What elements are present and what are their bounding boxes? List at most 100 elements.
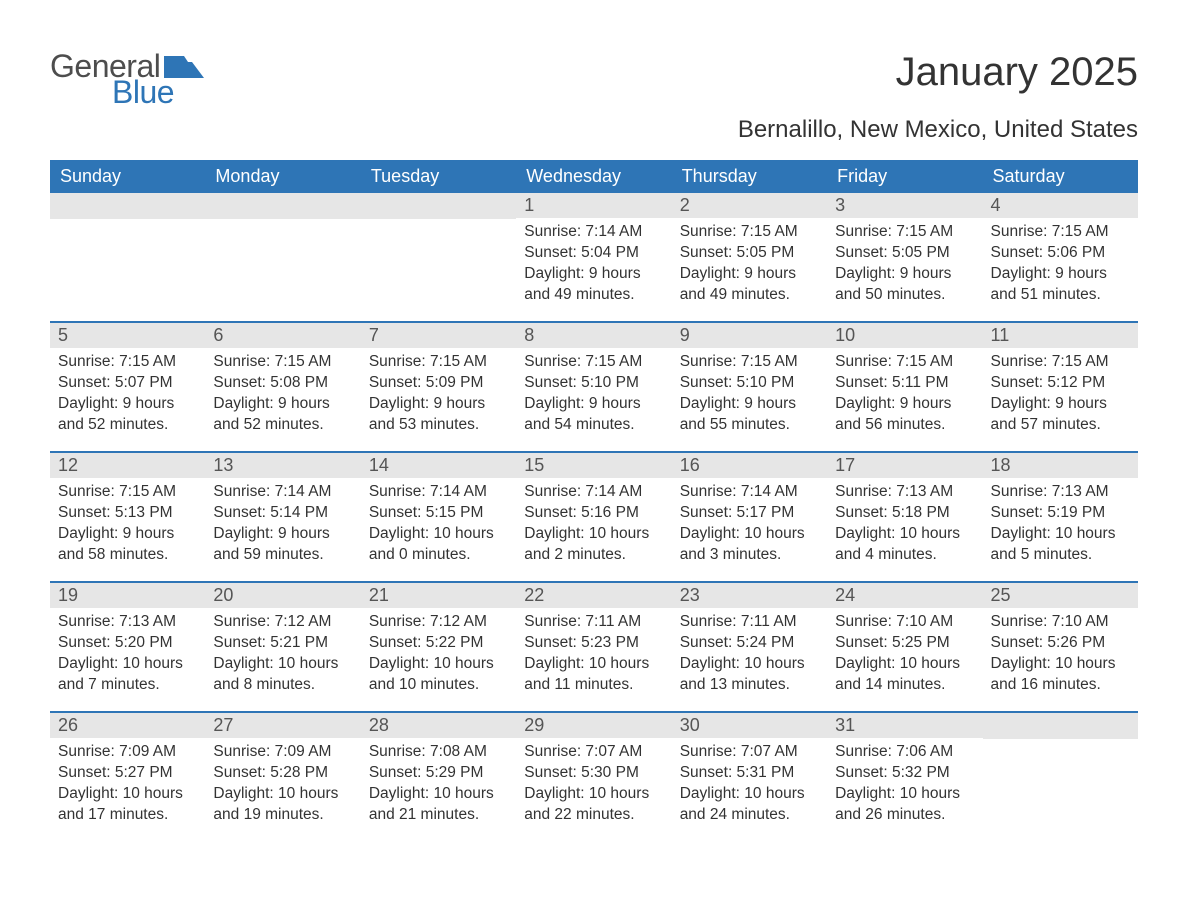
weekday-header-row: SundayMondayTuesdayWednesdayThursdayFrid… (50, 160, 1138, 193)
day-number: 7 (361, 323, 516, 348)
day-cell: 19Sunrise: 7:13 AMSunset: 5:20 PMDayligh… (50, 583, 205, 711)
day-details: Sunrise: 7:10 AMSunset: 5:25 PMDaylight:… (827, 608, 982, 706)
day-number: 19 (50, 583, 205, 608)
sunset-text: Sunset: 5:30 PM (524, 763, 663, 784)
logo-text-blue: Blue (112, 76, 204, 108)
sunrise-text: Sunrise: 7:15 AM (991, 222, 1130, 243)
day-number: 31 (827, 713, 982, 738)
day-number: 12 (50, 453, 205, 478)
sunset-text: Sunset: 5:23 PM (524, 633, 663, 654)
day-number: 24 (827, 583, 982, 608)
day-details: Sunrise: 7:14 AMSunset: 5:15 PMDaylight:… (361, 478, 516, 576)
sunset-text: Sunset: 5:19 PM (991, 503, 1130, 524)
sunset-text: Sunset: 5:32 PM (835, 763, 974, 784)
day-details: Sunrise: 7:08 AMSunset: 5:29 PMDaylight:… (361, 738, 516, 836)
day-number (361, 193, 516, 219)
week-row: 5Sunrise: 7:15 AMSunset: 5:07 PMDaylight… (50, 321, 1138, 451)
sunset-text: Sunset: 5:11 PM (835, 373, 974, 394)
day-details: Sunrise: 7:13 AMSunset: 5:19 PMDaylight:… (983, 478, 1138, 576)
daylight-text: Daylight: 10 hours and 8 minutes. (213, 654, 352, 696)
daylight-text: Daylight: 10 hours and 19 minutes. (213, 784, 352, 826)
day-cell (983, 713, 1138, 841)
day-details: Sunrise: 7:12 AMSunset: 5:21 PMDaylight:… (205, 608, 360, 706)
day-details: Sunrise: 7:15 AMSunset: 5:11 PMDaylight:… (827, 348, 982, 446)
day-cell: 24Sunrise: 7:10 AMSunset: 5:25 PMDayligh… (827, 583, 982, 711)
sunset-text: Sunset: 5:15 PM (369, 503, 508, 524)
location-subtitle: Bernalillo, New Mexico, United States (50, 116, 1138, 144)
sunrise-text: Sunrise: 7:06 AM (835, 742, 974, 763)
sunset-text: Sunset: 5:10 PM (524, 373, 663, 394)
week-row: 12Sunrise: 7:15 AMSunset: 5:13 PMDayligh… (50, 451, 1138, 581)
daylight-text: Daylight: 9 hours and 52 minutes. (213, 394, 352, 436)
day-cell: 21Sunrise: 7:12 AMSunset: 5:22 PMDayligh… (361, 583, 516, 711)
sunrise-text: Sunrise: 7:15 AM (369, 352, 508, 373)
sunset-text: Sunset: 5:13 PM (58, 503, 197, 524)
daylight-text: Daylight: 10 hours and 5 minutes. (991, 524, 1130, 566)
weekday-header: Tuesday (361, 160, 516, 193)
sunrise-text: Sunrise: 7:12 AM (213, 612, 352, 633)
sunrise-text: Sunrise: 7:15 AM (58, 352, 197, 373)
sunset-text: Sunset: 5:07 PM (58, 373, 197, 394)
day-number: 21 (361, 583, 516, 608)
day-cell: 5 Sunrise: 7:15 AMSunset: 5:07 PMDaylight… (50, 323, 205, 451)
sunset-text: Sunset: 5:05 PM (835, 243, 974, 264)
day-cell: 13Sunrise: 7:14 AMSunset: 5:14 PMDayligh… (205, 453, 360, 581)
day-number: 5 (50, 323, 205, 348)
day-number: 28 (361, 713, 516, 738)
weekday-header: Saturday (983, 160, 1138, 193)
daylight-text: Daylight: 9 hours and 49 minutes. (524, 264, 663, 306)
day-cell: 9Sunrise: 7:15 AMSunset: 5:10 PMDaylight… (672, 323, 827, 451)
day-number: 9 (672, 323, 827, 348)
day-details: Sunrise: 7:12 AMSunset: 5:22 PMDaylight:… (361, 608, 516, 706)
weekday-header: Sunday (50, 160, 205, 193)
sunrise-text: Sunrise: 7:09 AM (58, 742, 197, 763)
sunrise-text: Sunrise: 7:14 AM (213, 482, 352, 503)
sunset-text: Sunset: 5:26 PM (991, 633, 1130, 654)
sunset-text: Sunset: 5:17 PM (680, 503, 819, 524)
day-cell: 20Sunrise: 7:12 AMSunset: 5:21 PMDayligh… (205, 583, 360, 711)
day-details: Sunrise: 7:06 AMSunset: 5:32 PMDaylight:… (827, 738, 982, 836)
day-cell: 27Sunrise: 7:09 AMSunset: 5:28 PMDayligh… (205, 713, 360, 841)
day-cell: 8Sunrise: 7:15 AMSunset: 5:10 PMDaylight… (516, 323, 671, 451)
sunrise-text: Sunrise: 7:15 AM (213, 352, 352, 373)
day-number: 15 (516, 453, 671, 478)
sunrise-text: Sunrise: 7:13 AM (58, 612, 197, 633)
page-title: January 2025 (896, 50, 1138, 95)
day-number: 3 (827, 193, 982, 218)
daylight-text: Daylight: 9 hours and 58 minutes. (58, 524, 197, 566)
sunset-text: Sunset: 5:28 PM (213, 763, 352, 784)
daylight-text: Daylight: 10 hours and 10 minutes. (369, 654, 508, 696)
day-cell: 12Sunrise: 7:15 AMSunset: 5:13 PMDayligh… (50, 453, 205, 581)
sunrise-text: Sunrise: 7:13 AM (835, 482, 974, 503)
day-details: Sunrise: 7:15 AMSunset: 5:05 PMDaylight:… (827, 218, 982, 316)
daylight-text: Daylight: 10 hours and 22 minutes. (524, 784, 663, 826)
day-details: Sunrise: 7:11 AMSunset: 5:23 PMDaylight:… (516, 608, 671, 706)
day-details: Sunrise: 7:07 AMSunset: 5:30 PMDaylight:… (516, 738, 671, 836)
day-details: Sunrise: 7:09 AMSunset: 5:28 PMDaylight:… (205, 738, 360, 836)
daylight-text: Daylight: 10 hours and 14 minutes. (835, 654, 974, 696)
day-details: Sunrise: 7:14 AMSunset: 5:14 PMDaylight:… (205, 478, 360, 576)
day-number (205, 193, 360, 219)
day-cell: 23Sunrise: 7:11 AMSunset: 5:24 PMDayligh… (672, 583, 827, 711)
sunset-text: Sunset: 5:21 PM (213, 633, 352, 654)
day-details: Sunrise: 7:07 AMSunset: 5:31 PMDaylight:… (672, 738, 827, 836)
day-cell: 25Sunrise: 7:10 AMSunset: 5:26 PMDayligh… (983, 583, 1138, 711)
daylight-text: Daylight: 10 hours and 11 minutes. (524, 654, 663, 696)
daylight-text: Daylight: 9 hours and 52 minutes. (58, 394, 197, 436)
weekday-header: Monday (205, 160, 360, 193)
sunset-text: Sunset: 5:04 PM (524, 243, 663, 264)
sunset-text: Sunset: 5:27 PM (58, 763, 197, 784)
day-cell: 2Sunrise: 7:15 AMSunset: 5:05 PMDaylight… (672, 193, 827, 321)
day-details: Sunrise: 7:15 AMSunset: 5:13 PMDaylight:… (50, 478, 205, 576)
daylight-text: Daylight: 10 hours and 26 minutes. (835, 784, 974, 826)
day-number: 6 (205, 323, 360, 348)
day-number: 17 (827, 453, 982, 478)
calendar-table: SundayMondayTuesdayWednesdayThursdayFrid… (50, 160, 1138, 841)
sunset-text: Sunset: 5:16 PM (524, 503, 663, 524)
sunrise-text: Sunrise: 7:11 AM (524, 612, 663, 633)
sunset-text: Sunset: 5:22 PM (369, 633, 508, 654)
sunrise-text: Sunrise: 7:15 AM (58, 482, 197, 503)
daylight-text: Daylight: 9 hours and 49 minutes. (680, 264, 819, 306)
day-number: 14 (361, 453, 516, 478)
sunrise-text: Sunrise: 7:13 AM (991, 482, 1130, 503)
